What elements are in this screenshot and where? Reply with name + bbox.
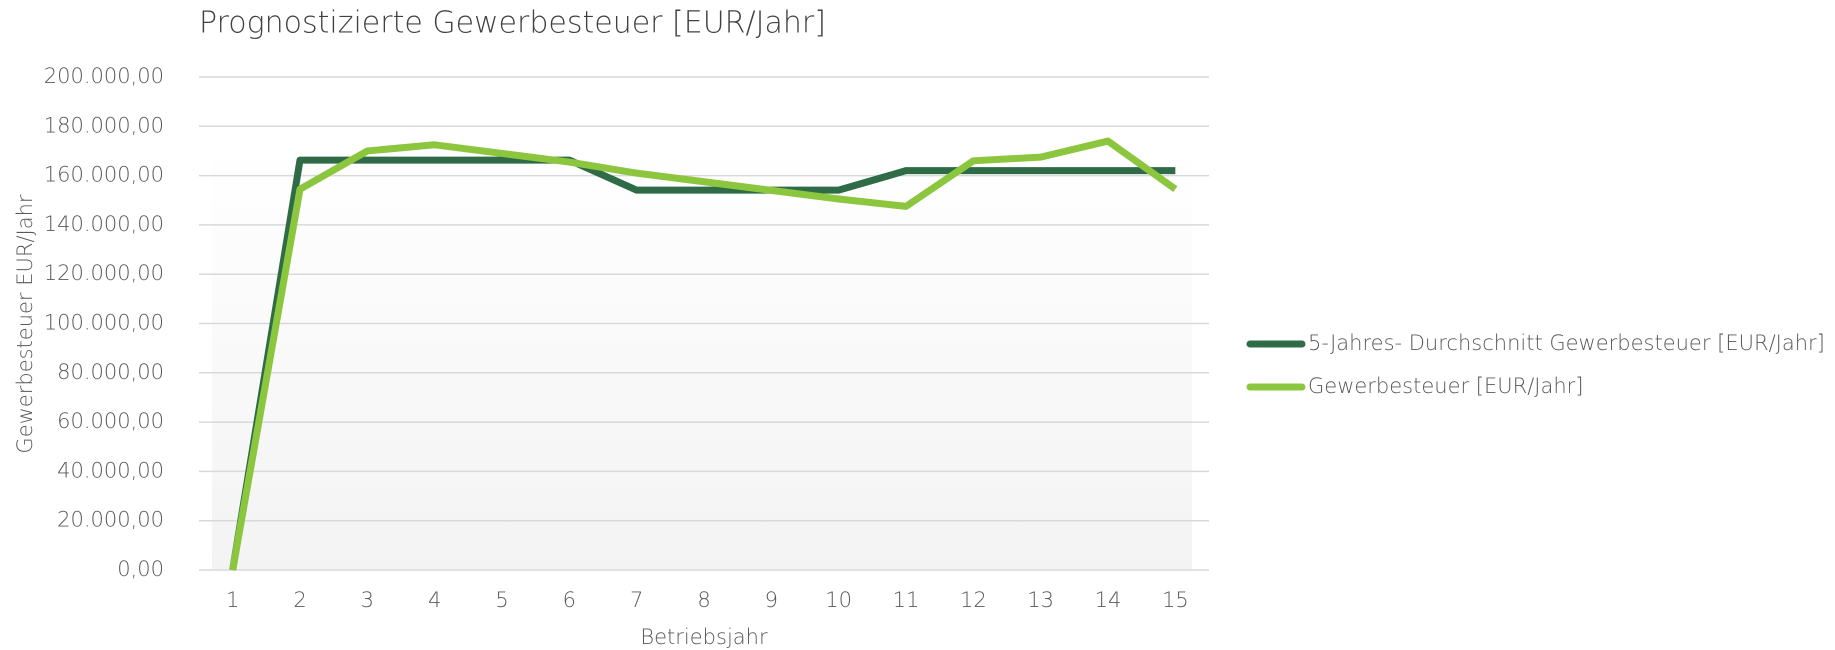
y-tick-label: 120.000,00 [44, 261, 164, 285]
x-tick-label: 1 [226, 588, 239, 612]
y-axis-label: Gewerbesteuer EUR/Jahr [13, 194, 37, 453]
chart-title: Prognostizierte Gewerbesteuer [EUR/Jahr] [199, 6, 826, 41]
x-tick-label: 14 [1095, 588, 1122, 612]
x-tick-label: 9 [765, 588, 778, 612]
x-tick-label: 15 [1162, 588, 1189, 612]
x-tick-label: 2 [293, 588, 306, 612]
x-tick-label: 4 [428, 588, 441, 612]
series-line [229, 137, 1178, 571]
x-tick-label: 13 [1027, 588, 1054, 612]
y-tick-label: 60.000,00 [57, 409, 164, 433]
y-tick-label: 160.000,00 [44, 163, 164, 187]
series-line [229, 156, 1176, 571]
y-tick-label: 0,00 [117, 557, 164, 581]
plot-background [212, 148, 1192, 570]
x-tick-label: 7 [630, 588, 643, 612]
y-tick-label: 200.000,00 [44, 64, 164, 88]
x-axis-label: Betriebsjahr [640, 625, 768, 649]
legend-label: Gewerbesteuer [EUR/Jahr] [1308, 374, 1584, 398]
legend-label: 5-Jahres- Durchschnitt Gewerbesteuer [EU… [1308, 331, 1825, 355]
x-tick-label: 3 [361, 588, 374, 612]
x-tick-label: 6 [563, 588, 576, 612]
y-tick-label: 20.000,00 [57, 508, 164, 532]
x-tick-label: 12 [960, 588, 987, 612]
x-tick-label: 11 [893, 588, 920, 612]
y-tick-label: 180.000,00 [44, 113, 164, 137]
y-tick-label: 40.000,00 [57, 458, 164, 482]
x-tick-label: 5 [495, 588, 508, 612]
x-tick-label: 8 [697, 588, 710, 612]
y-tick-label: 80.000,00 [57, 360, 164, 384]
y-tick-label: 140.000,00 [44, 212, 164, 236]
y-tick-label: 100.000,00 [44, 311, 164, 335]
x-tick-label: 10 [825, 588, 852, 612]
